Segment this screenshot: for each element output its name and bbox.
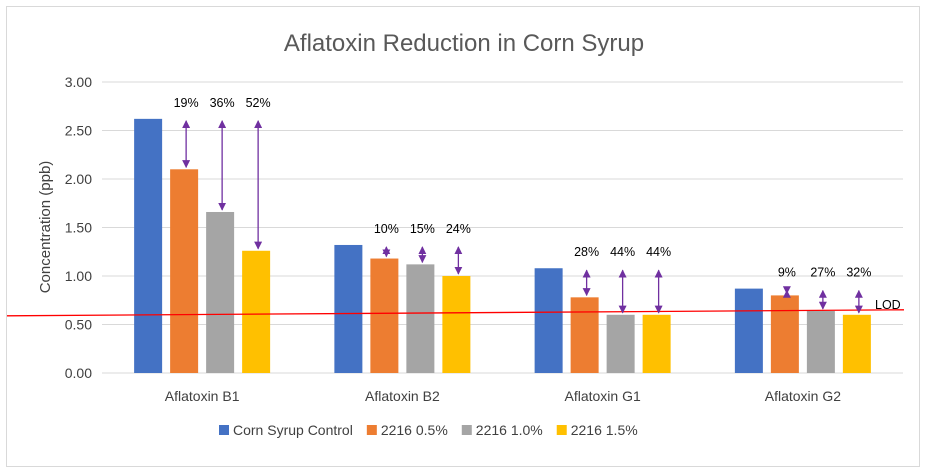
bars: Aflatoxin B1 Aflatoxin B2 Aflatoxin G1 Afla…: [134, 118, 871, 404]
bar: [534, 268, 563, 373]
legend-swatch: [461, 425, 472, 435]
reduction-label: 44%: [646, 245, 671, 259]
legend: Corn Syrup Control 2216 0.5% 2216 1.0% 2216…: [219, 422, 638, 438]
reduction-label: 9%: [778, 266, 796, 280]
y-tick-label: 3.00: [65, 74, 92, 90]
y-tick-label: 0.50: [65, 317, 92, 333]
bar: [206, 211, 235, 373]
bar: [406, 264, 435, 373]
gridlines: 0.00 0.50 1.00 1.50 2.00 2.50 3.00: [65, 74, 903, 381]
chart-frame: Aflatoxin Reduction in Corn Syrup Concen…: [6, 6, 920, 467]
reduction-label: 10%: [374, 222, 399, 236]
bar: [442, 276, 471, 373]
reduction-label: 15%: [410, 222, 435, 236]
bar: [370, 258, 399, 373]
bar: [570, 297, 599, 373]
bar: [170, 169, 199, 373]
legend-swatch: [219, 425, 229, 435]
bar: [734, 288, 763, 373]
bar: [134, 118, 163, 373]
y-tick-label: 1.50: [65, 220, 92, 236]
reduction-arrows: 19% 36% 52% 10% 15% 24% 28% 44% 44% 9% 27% 32%: [174, 96, 871, 314]
chart-title: Aflatoxin Reduction in Corn Syrup: [284, 30, 644, 57]
bar: [606, 314, 635, 373]
chart-svg: Aflatoxin Reduction in Corn Syrup Concen…: [7, 30, 905, 438]
reduction-label: 19%: [174, 96, 199, 110]
bar: [242, 250, 271, 373]
bar: [770, 295, 799, 373]
legend-swatch: [556, 425, 567, 435]
bar: [842, 314, 871, 373]
legend-swatch: [366, 425, 377, 435]
bar: [642, 314, 671, 373]
y-axis-label: Concentration (ppb): [37, 161, 54, 294]
reduction-label: 52%: [246, 96, 271, 110]
lod-label: LOD: [875, 298, 901, 312]
y-tick-label: 0.00: [65, 365, 92, 381]
reduction-label: 36%: [210, 96, 235, 110]
y-tick-label: 2.50: [65, 123, 92, 139]
legend-label: 2216 1.0%: [476, 422, 543, 438]
legend-label: 2216 1.5%: [571, 422, 638, 438]
x-category-label: Aflatoxin G2: [765, 388, 841, 404]
x-category-label: Aflatoxin B2: [365, 388, 440, 404]
reduction-label: 24%: [446, 222, 471, 236]
bar: [334, 244, 363, 373]
reduction-label: 28%: [574, 245, 599, 259]
lod-line-group: LOD: [7, 298, 905, 317]
legend-label: Corn Syrup Control: [233, 422, 353, 438]
x-category-label: Aflatoxin G1: [564, 388, 640, 404]
reduction-label: 44%: [610, 245, 635, 259]
lod-line: [7, 309, 905, 317]
y-tick-label: 2.00: [65, 171, 92, 187]
reduction-label: 27%: [810, 266, 835, 280]
y-tick-label: 1.00: [65, 268, 92, 284]
bar: [806, 310, 835, 373]
reduction-label: 32%: [846, 266, 871, 280]
x-category-label: Aflatoxin B1: [165, 388, 240, 404]
legend-label: 2216 0.5%: [381, 422, 448, 438]
